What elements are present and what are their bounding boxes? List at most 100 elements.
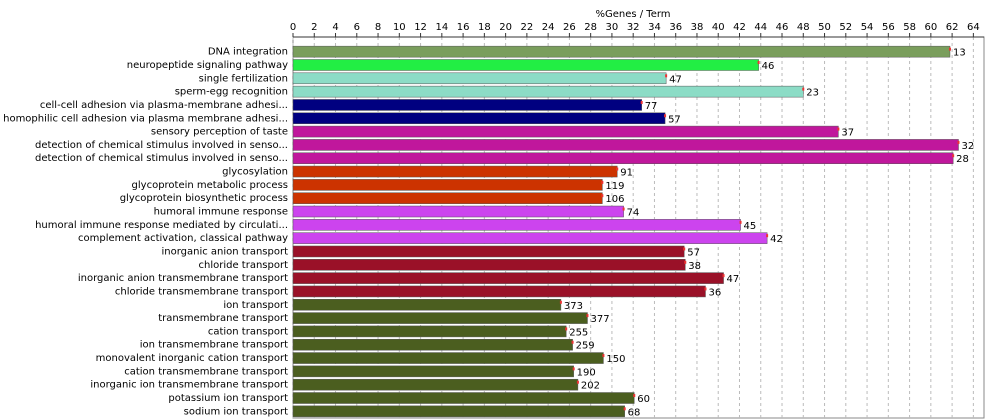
x-tick-label: 24	[542, 22, 555, 33]
bar-end-marker	[572, 367, 575, 371]
bar-end-marker	[664, 114, 667, 118]
value-label: 202	[581, 381, 600, 392]
y-tick-label: transmembrane transport	[158, 313, 288, 324]
value-label: 36	[708, 287, 721, 298]
bar	[292, 59, 759, 71]
bar-end-marker	[571, 340, 574, 344]
bar	[292, 259, 686, 271]
bar	[292, 352, 604, 364]
y-tick-label: potassium ion transport	[168, 393, 288, 404]
x-tick-label: 30	[606, 22, 619, 33]
x-tick-label: 58	[903, 22, 916, 33]
y-tick-label: complement activation, classical pathway	[78, 233, 288, 244]
value-label: 45	[744, 221, 757, 232]
x-tick-label: 54	[861, 22, 874, 33]
y-tick-label: DNA integration	[208, 47, 288, 58]
bar	[292, 325, 567, 338]
value-label: 91	[620, 168, 633, 179]
bar-end-marker	[665, 74, 668, 78]
bar-end-marker	[739, 220, 742, 224]
value-label: 259	[576, 341, 595, 352]
bar	[292, 45, 951, 58]
value-label: 373	[564, 301, 583, 312]
bar-end-marker	[633, 394, 636, 398]
bar-end-marker	[602, 354, 605, 358]
y-tick-label: ion transport	[223, 300, 288, 311]
y-tick-label: detection of chemical stimulus involved …	[35, 153, 288, 164]
bar	[292, 378, 579, 391]
bar	[292, 179, 603, 191]
bar-end-marker	[576, 380, 579, 384]
x-tick-label: 12	[414, 22, 427, 33]
x-tick-label: 56	[882, 22, 895, 33]
bar-end-marker	[757, 60, 760, 64]
bar	[292, 338, 573, 351]
bar-end-marker	[586, 314, 589, 318]
value-label: 13	[953, 48, 966, 59]
x-tick-label: 6	[354, 22, 360, 33]
y-tick-label: sodium ion transport	[184, 406, 288, 417]
y-tick-label: chloride transmembrane transport	[115, 286, 288, 297]
y-tick-label: cation transmembrane transport	[124, 366, 288, 377]
bar-end-marker	[684, 260, 687, 264]
value-label: 57	[687, 247, 700, 258]
x-tick-label: 18	[478, 22, 491, 33]
y-tick-label: neuropeptide signaling pathway	[127, 60, 288, 71]
bar	[292, 219, 741, 231]
x-tick-label: 42	[733, 22, 746, 33]
bar	[292, 232, 768, 244]
value-label: 68	[628, 407, 641, 418]
value-label: 60	[637, 394, 650, 405]
bar	[292, 165, 618, 178]
bar-end-marker	[559, 300, 562, 304]
value-label: 57	[668, 114, 681, 125]
x-tick-label: 32	[627, 22, 640, 33]
x-tick-label: 26	[563, 22, 576, 33]
bar	[292, 72, 667, 85]
value-label: 150	[606, 354, 625, 365]
x-tick-label: 50	[818, 22, 831, 33]
bar	[292, 405, 625, 418]
x-tick-label: 0	[290, 22, 296, 33]
value-label: 46	[762, 61, 775, 72]
value-label: 119	[605, 181, 624, 192]
bar	[292, 205, 624, 218]
y-tick-label: humoral immune response	[154, 207, 288, 218]
bar-end-marker	[601, 194, 604, 198]
value-label: 255	[569, 327, 588, 338]
x-tick-label: 2	[311, 22, 317, 33]
bar-end-marker	[957, 140, 960, 144]
bar-end-marker	[683, 247, 686, 251]
value-label: 47	[669, 74, 682, 85]
x-tick-label: 60	[924, 22, 937, 33]
x-tick-label: 64	[967, 22, 980, 33]
value-label: 28	[956, 154, 969, 165]
bar-end-marker	[565, 327, 568, 331]
value-label: 23	[806, 88, 819, 99]
x-tick-label: 62	[946, 22, 959, 33]
x-tick-label: 16	[457, 22, 470, 33]
bar	[292, 312, 588, 324]
x-tick-label: 40	[712, 22, 725, 33]
bar-end-marker	[601, 180, 604, 184]
y-tick-label: cation transport	[208, 326, 288, 337]
bar-end-marker	[640, 100, 643, 104]
x-tick-label: 14	[435, 22, 448, 33]
y-tick-label: sensory perception of taste	[151, 127, 288, 138]
bar	[292, 139, 959, 151]
bar-end-marker	[948, 47, 951, 51]
bar-end-marker	[952, 154, 955, 158]
bar-end-marker	[623, 407, 626, 411]
x-tick-label: 22	[521, 22, 534, 33]
x-tick-label: 36	[669, 22, 682, 33]
y-tick-label: humoral immune response mediated by circ…	[35, 220, 288, 231]
bar	[292, 285, 706, 298]
value-label: 37	[841, 128, 854, 139]
y-tick-label: inorganic anion transport	[161, 246, 288, 257]
bar	[292, 125, 839, 138]
bar-end-marker	[722, 274, 725, 278]
x-tick-label: 44	[754, 22, 767, 33]
bar-end-marker	[616, 167, 619, 171]
x-tick-label: 34	[648, 22, 661, 33]
y-tick-label: inorganic ion transmembrane transport	[90, 380, 288, 391]
